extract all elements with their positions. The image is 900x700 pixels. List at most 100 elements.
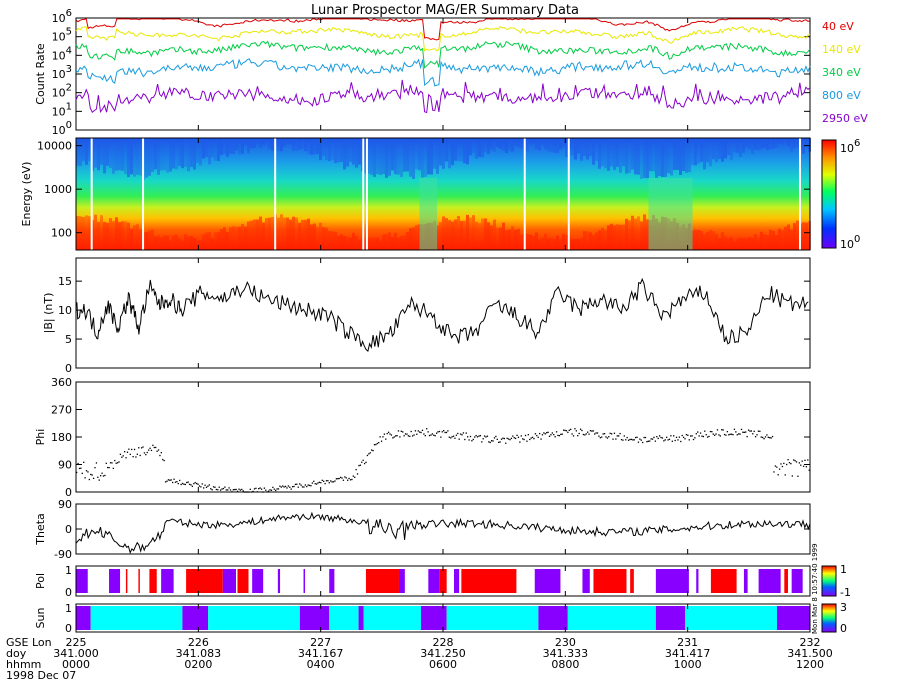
panel-sun: Sun 10 3 0 bbox=[34, 601, 847, 635]
spectrogram-strip bbox=[391, 237, 394, 250]
phi-point bbox=[181, 482, 184, 485]
phi-point bbox=[200, 486, 202, 488]
phi-point bbox=[447, 430, 449, 432]
spectrogram-strip bbox=[385, 138, 388, 178]
spectrogram-strip bbox=[583, 230, 586, 250]
phi-point bbox=[307, 484, 309, 486]
phi-point bbox=[750, 430, 753, 432]
spectrogram-strip bbox=[85, 138, 88, 165]
spectrogram-strip bbox=[163, 138, 166, 171]
phi-point bbox=[688, 439, 690, 441]
spectrogram-strip bbox=[490, 225, 493, 250]
pol-bar bbox=[237, 569, 249, 593]
spectrogram-strip bbox=[604, 138, 607, 169]
x-row-label-lon: GSE Lon bbox=[6, 636, 52, 649]
spectrogram-strip bbox=[364, 138, 367, 174]
phi-point bbox=[591, 430, 593, 432]
phi-point bbox=[150, 449, 153, 452]
spectrogram-strip bbox=[208, 138, 211, 165]
phi-point bbox=[570, 428, 572, 431]
spectrogram-strip bbox=[124, 221, 127, 250]
phi-point bbox=[433, 434, 435, 436]
phi-point bbox=[363, 462, 366, 465]
spectrogram-strip bbox=[436, 138, 439, 174]
spectrogram-strip bbox=[265, 217, 268, 250]
spectrogram-strip bbox=[736, 238, 739, 250]
svg-text:100: 100 bbox=[840, 234, 860, 251]
spectrogram-strip bbox=[136, 138, 139, 175]
ytick-label: 0 bbox=[65, 523, 72, 536]
spectrogram-strip bbox=[442, 216, 445, 250]
phi-point bbox=[469, 435, 472, 438]
phi-point bbox=[87, 471, 89, 473]
spectrogram-strip bbox=[784, 226, 787, 250]
x-tick-hhmm: 0800 bbox=[551, 658, 579, 671]
spectrogram-strip bbox=[313, 138, 316, 155]
phi-point bbox=[238, 488, 240, 490]
phi-point bbox=[496, 438, 498, 441]
x-tick-lon: 225 bbox=[66, 636, 87, 649]
pol-bar bbox=[582, 569, 590, 593]
ytick-label: 10 bbox=[58, 304, 72, 317]
spectrogram-strip bbox=[364, 238, 367, 250]
phi-point bbox=[203, 487, 205, 489]
spectrogram-strip bbox=[403, 235, 406, 250]
spectrogram-strip bbox=[538, 138, 541, 151]
phi-point bbox=[403, 435, 405, 437]
phi-point bbox=[205, 486, 208, 488]
spectrogram-strip bbox=[247, 221, 250, 250]
spectrogram-strip bbox=[139, 138, 142, 176]
phi-point bbox=[77, 462, 79, 465]
phi-point bbox=[478, 435, 480, 437]
phi-point bbox=[162, 458, 164, 461]
phi-point bbox=[625, 439, 627, 441]
phi-point bbox=[684, 438, 686, 440]
phi-point bbox=[551, 432, 553, 434]
spectrogram-strip bbox=[763, 234, 766, 250]
spectrogram-strip bbox=[610, 138, 613, 167]
phi-point bbox=[774, 465, 777, 467]
ytick-label: 360 bbox=[51, 376, 72, 389]
phi-point bbox=[644, 436, 647, 439]
x-tick-doy: 341.417 bbox=[665, 647, 711, 660]
spectrogram-strip bbox=[754, 138, 757, 150]
spectrogram-strip bbox=[415, 225, 418, 250]
phi-point bbox=[575, 430, 577, 432]
legend-entry: 800 eV bbox=[822, 89, 861, 102]
phi-points bbox=[76, 428, 810, 493]
phi-point bbox=[272, 486, 274, 489]
phi-point bbox=[483, 435, 486, 437]
spectrogram-strip bbox=[592, 138, 595, 165]
spectrogram-strip bbox=[391, 138, 394, 171]
spectrogram-strip bbox=[742, 138, 745, 153]
phi-point bbox=[609, 432, 611, 435]
pol-ylabel: Pol bbox=[34, 573, 47, 589]
phi-point bbox=[538, 432, 541, 435]
spectrogram-strip bbox=[175, 234, 178, 250]
panel-theta: Theta -90 0 90 bbox=[34, 498, 811, 561]
phi-point bbox=[118, 461, 120, 463]
phi-point bbox=[101, 472, 103, 474]
phi-point bbox=[783, 462, 785, 465]
phi-yticks: 0 90 180 270 360 bbox=[51, 376, 810, 499]
pol-bars bbox=[76, 569, 803, 593]
data-gap bbox=[798, 138, 801, 250]
phi-point bbox=[291, 486, 294, 488]
spectrogram-strip bbox=[745, 138, 748, 148]
spectrogram-strip bbox=[328, 230, 331, 250]
phi-point bbox=[153, 446, 155, 449]
spectrogram-strip bbox=[130, 138, 133, 175]
pol-bar bbox=[784, 569, 788, 593]
spectrogram-strip bbox=[241, 224, 244, 250]
phi-point bbox=[626, 436, 628, 439]
phi-point bbox=[253, 488, 256, 490]
phi-point bbox=[502, 437, 504, 439]
phi-point bbox=[252, 490, 254, 493]
spectrogram-strip bbox=[532, 138, 535, 144]
spectrogram-strip bbox=[748, 138, 751, 150]
spectrogram-strip bbox=[481, 138, 484, 158]
phi-point bbox=[610, 433, 613, 435]
phi-point bbox=[482, 438, 484, 440]
spectrogram-strip bbox=[418, 138, 421, 171]
phi-point bbox=[227, 489, 229, 491]
